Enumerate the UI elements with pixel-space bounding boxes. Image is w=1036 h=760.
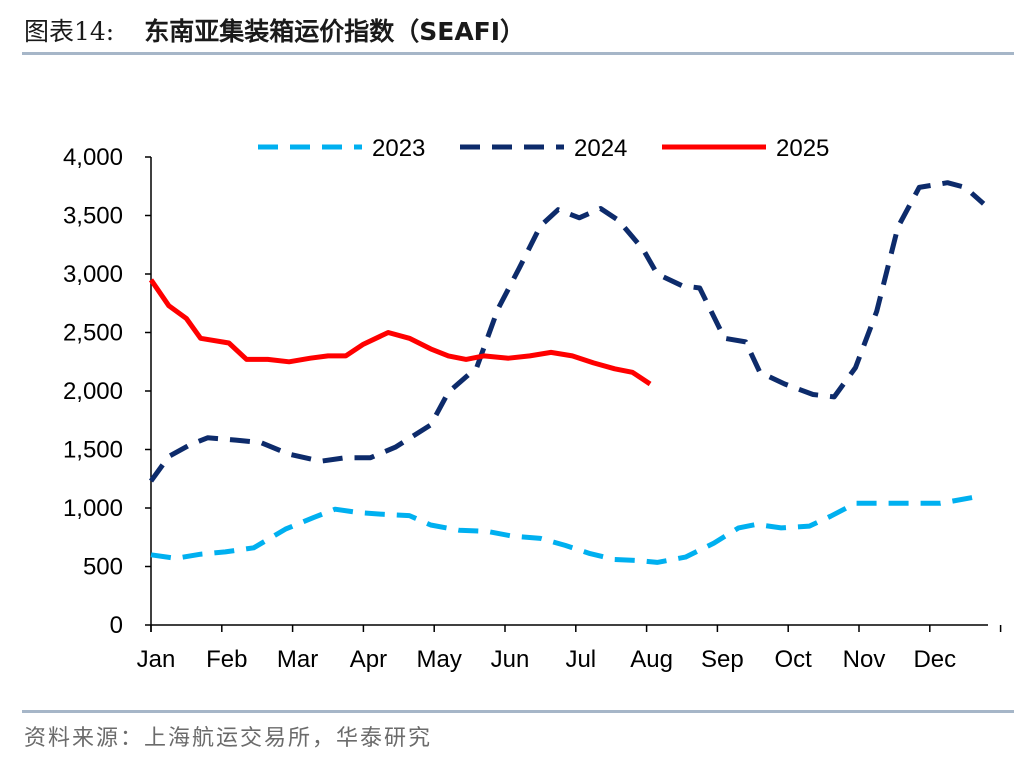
x-tick-label: Jul	[565, 646, 596, 673]
x-tick-label: Jan	[137, 646, 176, 673]
chart-axes: 0 500 1,000 1,500 2,000 2,500 3,000 3,500 4,000 J…	[63, 144, 1002, 673]
x-tick-label: Dec	[913, 646, 956, 673]
y-tick-label: 2,000	[63, 378, 123, 405]
y-tick-label: 3,500	[63, 203, 123, 230]
figure-header: 图表14: 东南亚集装箱运价指数（SEAFI）	[24, 12, 1014, 54]
y-tick-label: 4,000	[63, 144, 123, 171]
source-note: 资料来源：上海航运交易所，华泰研究	[24, 726, 433, 751]
x-tick-label: Apr	[350, 646, 387, 673]
y-tick-label: 2,500	[63, 320, 123, 347]
legend-label: 2025	[776, 135, 829, 162]
header-divider	[22, 52, 1014, 55]
series-layer	[148, 180, 986, 565]
x-tick-label: May	[417, 646, 462, 673]
legend-label: 2023	[372, 135, 425, 162]
x-tick-label: Nov	[843, 646, 886, 673]
y-tick-label: 3,000	[63, 261, 123, 288]
figure-label: 图表14:	[24, 17, 115, 46]
series-line-2023	[150, 495, 973, 565]
y-tick-label: 1,000	[63, 495, 123, 522]
legend-label: 2024	[574, 135, 627, 162]
x-tick-label: Feb	[206, 646, 247, 673]
x-tick-label: Mar	[277, 646, 318, 673]
x-tick-label: Aug	[630, 646, 673, 673]
y-tick-label: 500	[83, 554, 123, 581]
chart-legend: 2023 2024 2025	[258, 135, 829, 162]
chart-title: 东南亚集装箱运价指数（SEAFI）	[144, 17, 526, 46]
x-tick-label: Sep	[701, 646, 744, 673]
x-tick-label: Jun	[491, 646, 530, 673]
series-line-2025	[148, 278, 652, 387]
y-tick-label: 1,500	[63, 437, 123, 464]
y-tick-label: 0	[110, 612, 123, 639]
footer-divider	[22, 710, 1014, 713]
x-tick-label: Oct	[775, 646, 813, 673]
series-line-2024	[148, 180, 986, 483]
